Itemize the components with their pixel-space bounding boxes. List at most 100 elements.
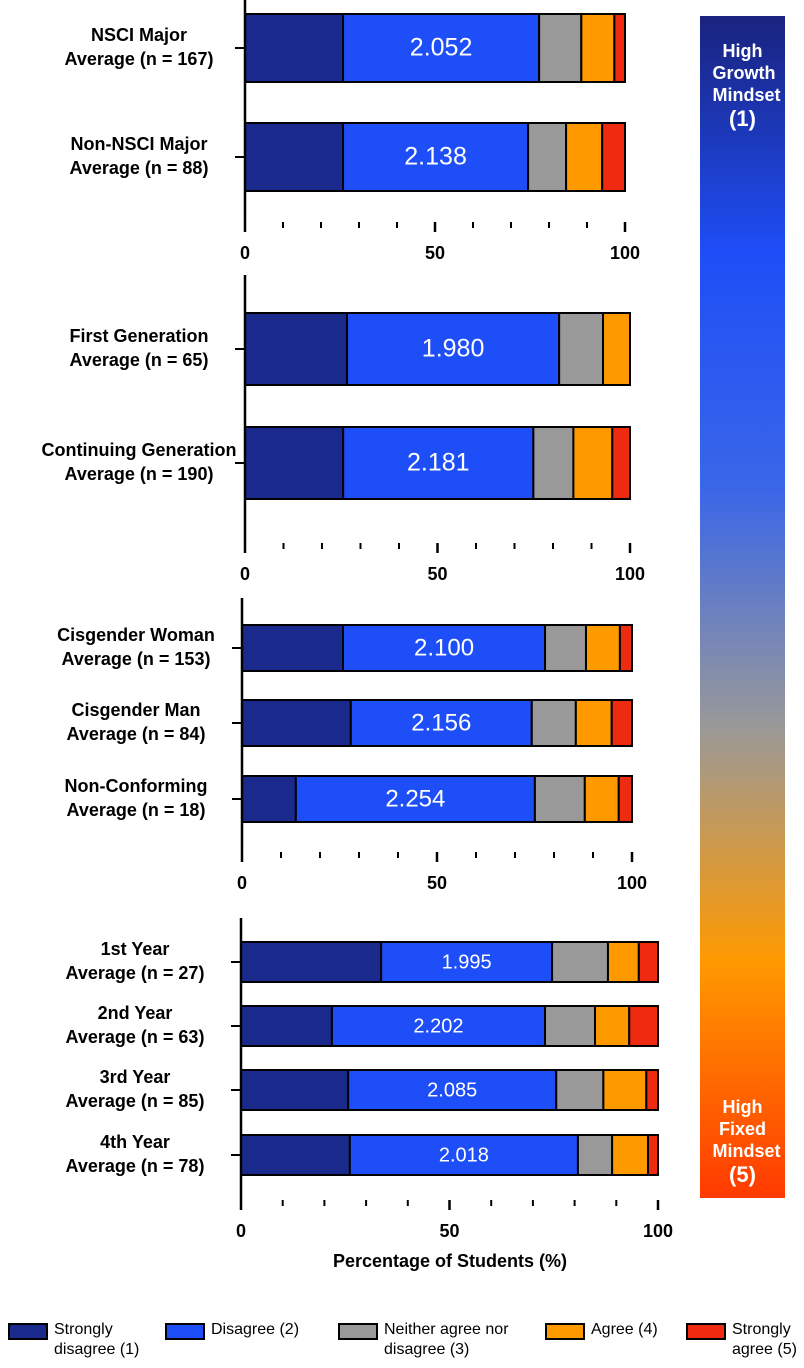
category-label-line: Average (n = 88): [70, 158, 209, 178]
legend-item: Strongly disagree (1): [8, 1320, 154, 1360]
bar-segment: [240, 941, 383, 983]
x-tick-label: 100: [643, 1221, 673, 1241]
x-tick-label: 100: [615, 564, 645, 584]
average-label: 2.100: [414, 634, 474, 661]
average-label: 1.980: [422, 335, 485, 363]
bar-segment: [646, 1134, 660, 1176]
category-label: 3rd Year Average (n = 85): [66, 1067, 205, 1111]
category-label-line: 1st Year: [101, 939, 170, 959]
average-label: 2.202: [413, 1015, 463, 1037]
bar-segment: [637, 941, 659, 983]
x-tick-label: 50: [427, 564, 447, 584]
colorbar-top-value: (1): [729, 106, 756, 131]
legend-swatch: [338, 1323, 378, 1340]
x-tick-label: 0: [237, 873, 247, 893]
bar-segment: [558, 312, 605, 386]
legend-item: Strongly agree (5): [686, 1320, 804, 1360]
category-label: 2nd Year Average (n = 63): [66, 1003, 205, 1047]
average-label: 2.181: [407, 449, 470, 477]
category-label-line: Average (n = 78): [66, 1156, 205, 1176]
category-label-line: Average (n = 153): [62, 649, 211, 669]
average-label: 2.018: [439, 1144, 489, 1166]
bar-segment: [565, 122, 604, 192]
bar-segment: [611, 1134, 649, 1176]
x-tick-label: 0: [240, 243, 250, 263]
bar-segment: [240, 1069, 350, 1111]
bar-segment: [346, 312, 561, 386]
average-label: 1.995: [442, 951, 492, 973]
legend-item: Neither agree nor disagree (3): [338, 1320, 519, 1360]
x-tick-label: 50: [439, 1221, 459, 1241]
bar-segment: [613, 13, 626, 83]
bar-segment: [602, 312, 631, 386]
category-label-line: Non-Conforming: [65, 776, 208, 796]
x-tick-label: 0: [236, 1221, 246, 1241]
bar-segment: [241, 775, 297, 823]
bar-segment: [532, 426, 575, 500]
x-tick-label: 100: [617, 873, 647, 893]
category-label-line: Average (n = 84): [67, 724, 206, 744]
average-label: 2.138: [404, 143, 467, 171]
bar-segment: [602, 1069, 648, 1111]
legend-swatch: [545, 1323, 585, 1340]
category-label-line: 3rd Year: [100, 1067, 171, 1087]
bar-segment: [611, 426, 631, 500]
bar-segment: [610, 699, 633, 747]
x-axis-label: Percentage of Students (%): [333, 1251, 567, 1271]
legend-label: Disagree (2): [211, 1321, 300, 1338]
legend-swatch: [8, 1323, 48, 1340]
bar-segment: [618, 624, 633, 672]
category-label: 4th Year Average (n = 78): [66, 1132, 205, 1176]
bar-segment: [594, 1005, 631, 1047]
bar-segment: [240, 1134, 351, 1176]
category-label-line: Continuing Generation: [42, 440, 237, 460]
bar-segment: [584, 624, 621, 672]
category-label-line: Cisgender Woman: [57, 625, 215, 645]
category-label-line: NSCI Major: [91, 25, 187, 45]
bar-segment: [530, 699, 577, 747]
bar-segment: [538, 13, 583, 83]
legend-label: Agree (4): [591, 1321, 658, 1338]
category-label: 1st Year Average (n = 27): [66, 939, 205, 983]
colorbar-bottom-label: High Fixed Mindset: [712, 1097, 781, 1161]
category-label: Cisgender Woman Average (n = 153): [57, 625, 215, 669]
bar-segment: [330, 1005, 546, 1047]
category-label: Continuing Generation Average (n = 190): [42, 440, 237, 484]
average-label: 2.156: [411, 709, 471, 736]
x-tick-label: 50: [425, 243, 445, 263]
x-tick-label: 0: [240, 564, 250, 584]
x-tick-label: 100: [610, 243, 640, 263]
legend-swatch: [165, 1323, 205, 1340]
category-label: First Generation Average (n = 65): [69, 326, 208, 370]
bar-segment: [572, 426, 614, 500]
bar-segment: [533, 775, 586, 823]
category-label: Cisgender Man Average (n = 84): [67, 700, 206, 744]
bar-segment: [348, 1134, 579, 1176]
x-tick-label: 50: [427, 873, 447, 893]
bar-segment: [244, 122, 345, 192]
colorbar-top-label: High Growth Mindset: [712, 41, 781, 105]
category-label-line: 2nd Year: [98, 1003, 173, 1023]
category-label-line: Average (n = 63): [66, 1027, 205, 1047]
bar-segment: [645, 1069, 659, 1111]
category-label-line: Average (n = 27): [66, 963, 205, 983]
bar-segment: [551, 941, 609, 983]
average-label: 2.254: [385, 785, 445, 812]
bar-segment: [241, 624, 345, 672]
category-label-line: Cisgender Man: [71, 700, 200, 720]
average-label: 2.052: [410, 34, 473, 62]
bar-segment: [349, 699, 533, 747]
legend-item: Agree (4): [545, 1320, 671, 1340]
bar-segment: [342, 122, 530, 192]
legend-label: Neither agree nor disagree (3): [384, 1321, 509, 1358]
bar-segment: [240, 1005, 333, 1047]
bar-segment: [244, 312, 349, 386]
bar-segment: [241, 699, 352, 747]
category-label-line: Average (n = 65): [70, 350, 209, 370]
category-label: Non-NSCI Major Average (n = 88): [70, 134, 209, 178]
bar-segment: [583, 775, 620, 823]
category-label-line: Average (n = 167): [65, 49, 214, 69]
legend-swatch: [686, 1323, 726, 1340]
bar-segment: [244, 13, 345, 83]
